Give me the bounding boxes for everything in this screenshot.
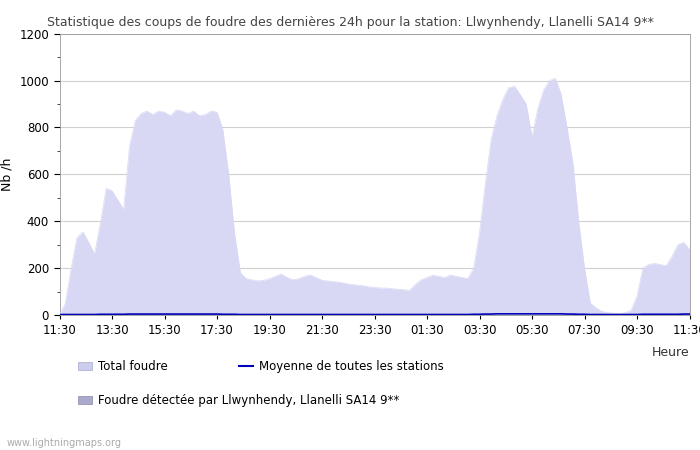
Text: www.lightningmaps.org: www.lightningmaps.org <box>7 438 122 448</box>
Text: Heure: Heure <box>652 346 690 359</box>
Y-axis label: Nb /h: Nb /h <box>1 158 14 191</box>
Text: Statistique des coups de foudre des dernières 24h pour la station: Llwynhendy, L: Statistique des coups de foudre des dern… <box>47 16 653 29</box>
Legend: Foudre détectée par Llwynhendy, Llanelli SA14 9**: Foudre détectée par Llwynhendy, Llanelli… <box>78 394 400 407</box>
